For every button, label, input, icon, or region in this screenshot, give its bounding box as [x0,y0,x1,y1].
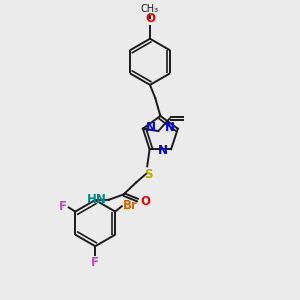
Text: N: N [158,144,168,157]
Text: N: N [146,121,156,134]
Text: HN: HN [87,193,107,206]
Text: S: S [144,168,152,182]
Text: O: O [140,195,150,208]
Text: F: F [91,256,99,269]
Text: N: N [165,121,175,134]
Text: F: F [59,200,67,213]
Text: CH₃: CH₃ [141,4,159,14]
Text: O: O [145,12,155,25]
Text: Br: Br [123,199,138,212]
